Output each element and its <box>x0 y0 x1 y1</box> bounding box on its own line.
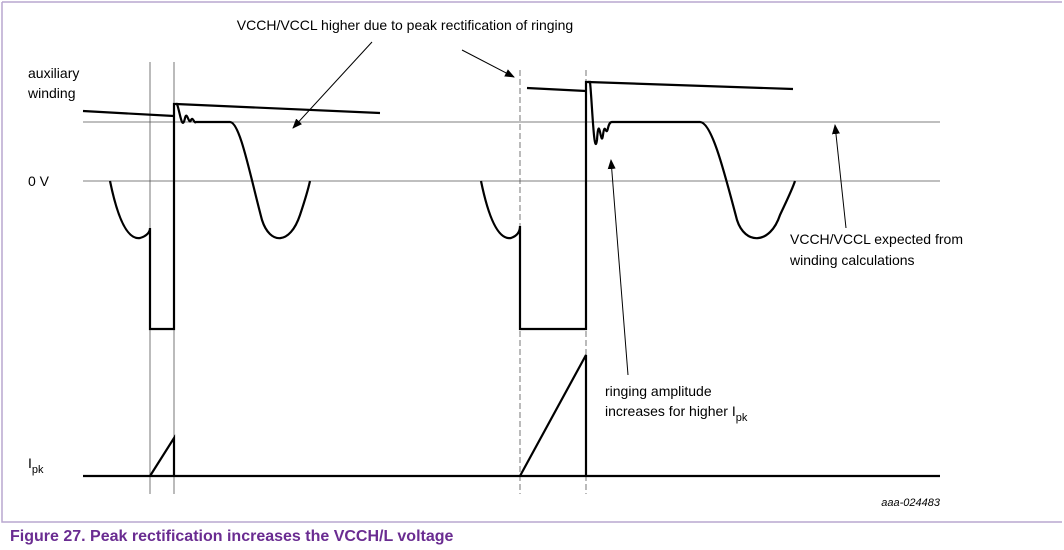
annotation: ringing amplitude <box>605 383 712 399</box>
annotation: VCCH/VCCL expected from <box>790 231 963 247</box>
annotation: 0 V <box>28 173 50 189</box>
grid-lines <box>83 62 940 494</box>
frame <box>1 1 1062 523</box>
figure-id: aaa-024483 <box>881 497 941 509</box>
annotation: winding <box>27 85 75 101</box>
caption: Figure 27. Peak rectification increases … <box>10 528 454 545</box>
annotation: auxiliary <box>28 65 79 81</box>
annotation: winding calculations <box>789 252 915 268</box>
subscript: pk <box>736 412 748 424</box>
annotation-text: increases for higher I <box>605 403 736 419</box>
waveforms <box>82 80 940 478</box>
annotation: increases for higher Ipk <box>605 403 748 424</box>
annotation-text: I <box>28 455 32 471</box>
subscript: pk <box>32 464 44 476</box>
annotation: Ipk <box>28 455 44 476</box>
arrows <box>292 41 847 376</box>
annotation: VCCH/VCCL higher due to peak rectificati… <box>237 17 573 33</box>
